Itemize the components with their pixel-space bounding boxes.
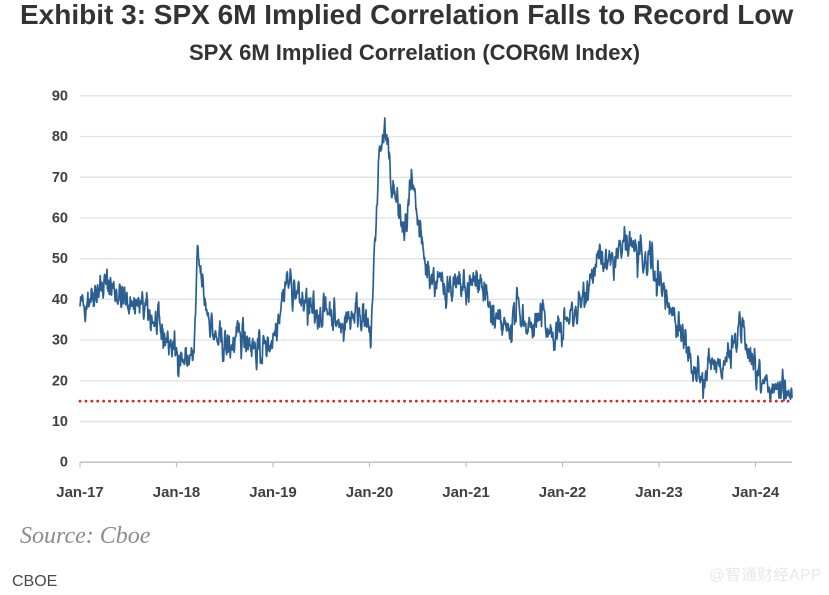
svg-text:20: 20 [52,373,68,389]
svg-text:10: 10 [52,414,68,430]
svg-text:Jan-21: Jan-21 [442,484,490,501]
svg-text:60: 60 [52,210,68,226]
svg-text:90: 90 [52,88,68,104]
svg-text:70: 70 [52,170,68,186]
svg-text:50: 50 [52,251,68,267]
svg-text:80: 80 [52,129,68,145]
svg-text:Jan-23: Jan-23 [635,484,683,501]
svg-text:0: 0 [60,455,68,471]
svg-text:Jan-17: Jan-17 [56,484,104,501]
svg-text:30: 30 [52,333,68,349]
svg-text:Jan-18: Jan-18 [153,484,201,501]
svg-text:Jan-24: Jan-24 [732,484,780,501]
svg-text:Jan-19: Jan-19 [249,484,297,501]
svg-text:40: 40 [52,292,68,308]
svg-text:Jan-22: Jan-22 [539,484,587,501]
svg-text:Jan-20: Jan-20 [346,484,394,501]
